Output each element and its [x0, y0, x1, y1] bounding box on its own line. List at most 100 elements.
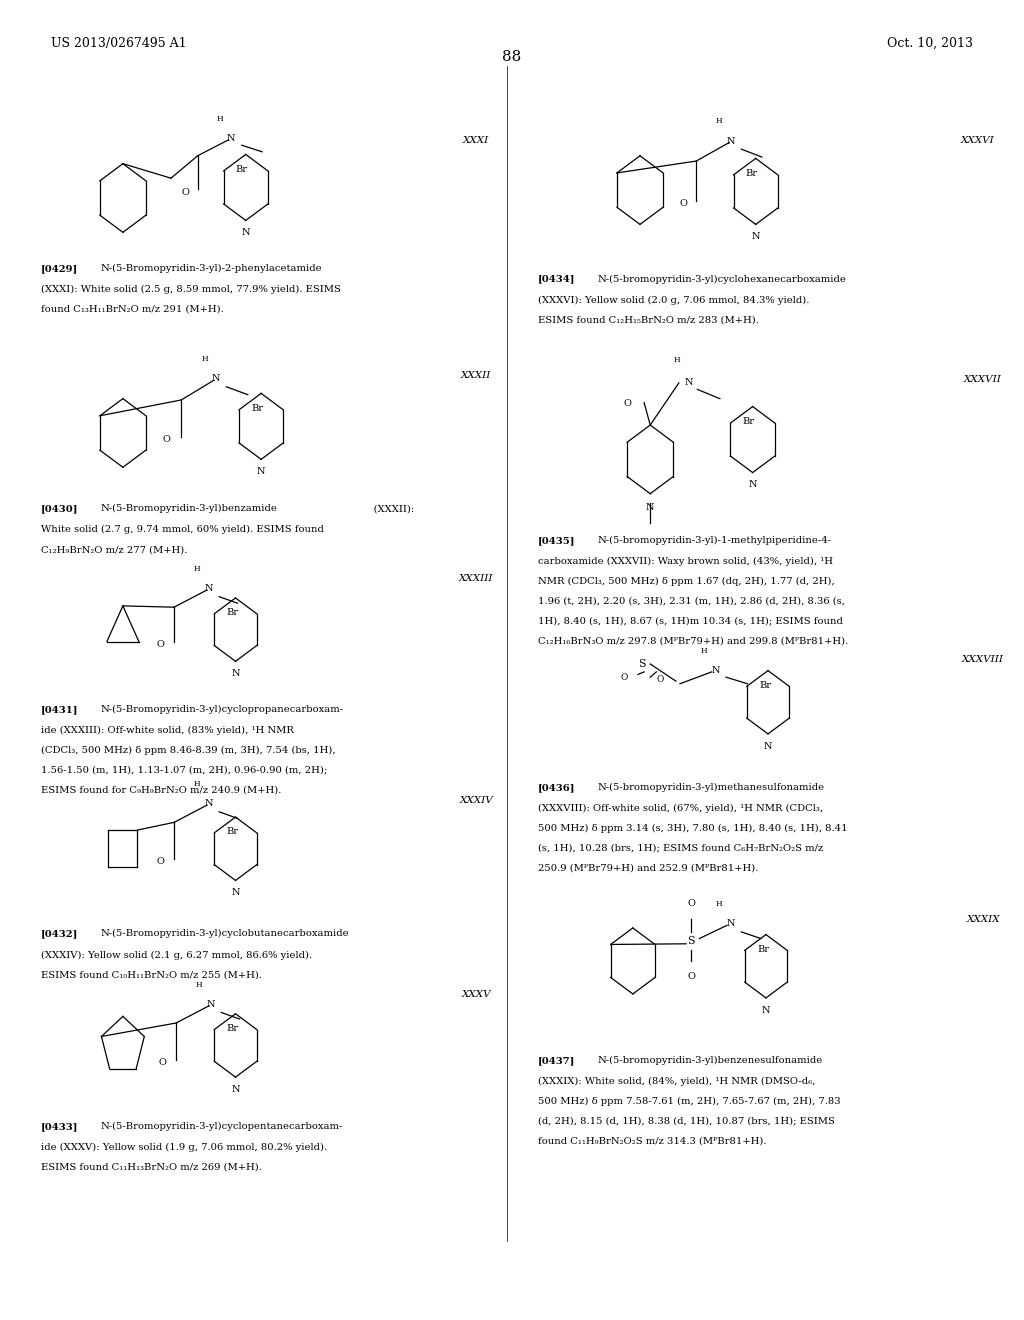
Text: N-(5-bromopyridin-3-yl)benzenesulfonamide: N-(5-bromopyridin-3-yl)benzenesulfonamid… [597, 1056, 822, 1065]
Text: [0433]: [0433] [41, 1122, 79, 1131]
Text: ESIMS found C₁₁H₁₃BrN₂O m/z 269 (M+H).: ESIMS found C₁₁H₁₃BrN₂O m/z 269 (M+H). [41, 1163, 262, 1172]
Text: Br: Br [757, 945, 769, 953]
Text: Br: Br [226, 609, 239, 616]
Text: H: H [217, 115, 223, 123]
Text: XXXIX: XXXIX [967, 915, 999, 924]
Text: carboxamide (XXXVII): Waxy brown solid, (43%, yield), ¹H: carboxamide (XXXVII): Waxy brown solid, … [538, 557, 833, 566]
Text: found C₁₃H₁₁BrN₂O m/z 291 (M+H).: found C₁₃H₁₁BrN₂O m/z 291 (M+H). [41, 305, 223, 314]
Text: (XXXVI): Yellow solid (2.0 g, 7.06 mmol, 84.3% yield).: (XXXVI): Yellow solid (2.0 g, 7.06 mmol,… [538, 296, 809, 305]
Text: N: N [257, 467, 265, 477]
Text: (XXXIV): Yellow solid (2.1 g, 6.27 mmol, 86.6% yield).: (XXXIV): Yellow solid (2.1 g, 6.27 mmol,… [41, 950, 312, 960]
Text: N-(5-bromopyridin-3-yl)methanesulfonamide: N-(5-bromopyridin-3-yl)methanesulfonamid… [597, 783, 824, 792]
Text: H: H [196, 981, 202, 989]
Text: Oct. 10, 2013: Oct. 10, 2013 [887, 37, 973, 50]
Text: (d, 2H), 8.15 (d, 1H), 8.38 (d, 1H), 10.87 (brs, 1H); ESIMS: (d, 2H), 8.15 (d, 1H), 8.38 (d, 1H), 10.… [538, 1117, 835, 1126]
Text: XXXVI: XXXVI [962, 136, 994, 145]
Text: Br: Br [759, 681, 771, 689]
Text: H: H [674, 356, 680, 364]
Text: Br: Br [226, 828, 239, 836]
Text: O: O [163, 436, 171, 444]
Text: XXXIV: XXXIV [460, 796, 493, 805]
Text: (XXXIX): White solid, (84%, yield), ¹H NMR (DMSO-d₆,: (XXXIX): White solid, (84%, yield), ¹H N… [538, 1077, 815, 1086]
Text: [0429]: [0429] [41, 264, 78, 273]
Text: O: O [181, 189, 189, 197]
Text: [0431]: [0431] [41, 705, 79, 714]
Text: [0437]: [0437] [538, 1056, 574, 1065]
Text: N: N [231, 1085, 240, 1094]
Text: 250.9 (MᴾBr79+H) and 252.9 (MᴾBr81+H).: 250.9 (MᴾBr79+H) and 252.9 (MᴾBr81+H). [538, 863, 758, 873]
Text: O: O [159, 1059, 167, 1067]
Text: H: H [716, 900, 722, 908]
Text: [0436]: [0436] [538, 783, 575, 792]
Text: US 2013/0267495 A1: US 2013/0267495 A1 [51, 37, 186, 50]
Text: XXXV: XXXV [462, 990, 490, 999]
Text: N: N [762, 1006, 770, 1015]
Text: N: N [764, 742, 772, 751]
Text: N: N [212, 375, 220, 383]
Text: XXXII: XXXII [461, 371, 492, 380]
Text: (s, 1H), 10.28 (brs, 1H); ESIMS found C₆H₇BrN₂O₂S m/z: (s, 1H), 10.28 (brs, 1H); ESIMS found C₆… [538, 843, 823, 853]
Text: N-(5-Bromopyridin-3-yl)cyclobutanecarboxamide: N-(5-Bromopyridin-3-yl)cyclobutanecarbox… [100, 929, 349, 939]
Text: N-(5-bromopyridin-3-yl)cyclohexanecarboxamide: N-(5-bromopyridin-3-yl)cyclohexanecarbox… [597, 275, 846, 284]
Text: (CDCl₃, 500 MHz) δ ppm 8.46-8.39 (m, 3H), 7.54 (bs, 1H),: (CDCl₃, 500 MHz) δ ppm 8.46-8.39 (m, 3H)… [41, 746, 336, 755]
Text: O: O [687, 972, 695, 981]
Text: [0430]: [0430] [41, 504, 79, 513]
Text: N: N [752, 232, 760, 242]
Text: N-(5-Bromopyridin-3-yl)cyclopropanecarboxam-: N-(5-Bromopyridin-3-yl)cyclopropanecarbo… [100, 705, 343, 714]
Text: N: N [205, 800, 213, 808]
Text: O: O [687, 899, 695, 908]
Text: N: N [205, 585, 213, 593]
Text: found C₁₁H₉BrN₂O₂S m/z 314.3 (MᴾBr81+H).: found C₁₁H₉BrN₂O₂S m/z 314.3 (MᴾBr81+H). [538, 1137, 766, 1146]
Text: Br: Br [742, 417, 755, 426]
Text: XXXI: XXXI [463, 136, 489, 145]
Text: Br: Br [226, 1024, 239, 1032]
Text: [0435]: [0435] [538, 536, 575, 545]
Text: N: N [231, 669, 240, 678]
Text: 500 MHz) δ ppm 3.14 (s, 3H), 7.80 (s, 1H), 8.40 (s, 1H), 8.41: 500 MHz) δ ppm 3.14 (s, 3H), 7.80 (s, 1H… [538, 824, 847, 833]
Text: 1H), 8.40 (s, 1H), 8.67 (s, 1H)m 10.34 (s, 1H); ESIMS found: 1H), 8.40 (s, 1H), 8.67 (s, 1H)m 10.34 (… [538, 616, 843, 626]
Text: N-(5-bromopyridin-3-yl)-1-methylpiperidine-4-: N-(5-bromopyridin-3-yl)-1-methylpiperidi… [597, 536, 831, 545]
Text: H: H [202, 355, 208, 363]
Text: ESIMS found for C₉H₉BrN₂O m/z 240.9 (M+H).: ESIMS found for C₉H₉BrN₂O m/z 240.9 (M+H… [41, 785, 282, 795]
Text: O: O [624, 399, 632, 408]
Text: NMR (CDCl₃, 500 MHz) δ ppm 1.67 (dq, 2H), 1.77 (d, 2H),: NMR (CDCl₃, 500 MHz) δ ppm 1.67 (dq, 2H)… [538, 577, 835, 586]
Text: [0432]: [0432] [41, 929, 78, 939]
Text: N: N [646, 503, 654, 512]
Text: N: N [727, 137, 735, 145]
Text: ide (XXXIII): Off-white solid, (83% yield), ¹H NMR: ide (XXXIII): Off-white solid, (83% yiel… [41, 726, 294, 735]
Text: ESIMS found C₁₂H₁₅BrN₂O m/z 283 (M+H).: ESIMS found C₁₂H₁₅BrN₂O m/z 283 (M+H). [538, 315, 759, 325]
Text: Br: Br [236, 165, 248, 174]
Text: ESIMS found C₁₀H₁₁BrN₂O m/z 255 (M+H).: ESIMS found C₁₀H₁₁BrN₂O m/z 255 (M+H). [41, 970, 262, 979]
Text: H: H [194, 780, 200, 788]
Text: S: S [687, 936, 695, 946]
Text: 1.56-1.50 (m, 1H), 1.13-1.07 (m, 2H), 0.96-0.90 (m, 2H);: 1.56-1.50 (m, 1H), 1.13-1.07 (m, 2H), 0.… [41, 766, 328, 775]
Text: O: O [621, 673, 628, 681]
Text: N: N [242, 228, 250, 238]
Text: N-(5-Bromopyridin-3-yl)benzamide: N-(5-Bromopyridin-3-yl)benzamide [100, 504, 278, 513]
Text: XXXVIII: XXXVIII [962, 655, 1005, 664]
Text: XXXVII: XXXVII [965, 375, 1001, 384]
Text: N: N [727, 920, 735, 928]
Text: N: N [231, 888, 240, 898]
Text: H: H [194, 565, 200, 573]
Text: H: H [700, 647, 707, 655]
Text: ide (XXXV): Yellow solid (1.9 g, 7.06 mmol, 80.2% yield).: ide (XXXV): Yellow solid (1.9 g, 7.06 mm… [41, 1143, 327, 1152]
Text: XXXIII: XXXIII [459, 574, 494, 583]
Text: Br: Br [745, 169, 758, 178]
Text: 1.96 (t, 2H), 2.20 (s, 3H), 2.31 (m, 1H), 2.86 (d, 2H), 8.36 (s,: 1.96 (t, 2H), 2.20 (s, 3H), 2.31 (m, 1H)… [538, 597, 845, 606]
Text: H: H [716, 117, 722, 125]
Text: N: N [226, 135, 234, 143]
Text: N-(5-Bromopyridin-3-yl)cyclopentanecarboxam-: N-(5-Bromopyridin-3-yl)cyclopentanecarbo… [100, 1122, 343, 1131]
Text: O: O [679, 199, 687, 207]
Text: (XXXII):: (XXXII): [358, 504, 415, 513]
Text: N: N [685, 379, 693, 387]
Text: Br: Br [251, 404, 263, 413]
Text: N: N [749, 480, 757, 490]
Text: N: N [207, 1001, 215, 1008]
Text: N-(5-Bromopyridin-3-yl)-2-phenylacetamide: N-(5-Bromopyridin-3-yl)-2-phenylacetamid… [100, 264, 322, 273]
Text: O: O [157, 640, 165, 648]
Text: O: O [157, 858, 165, 866]
Text: (XXXI): White solid (2.5 g, 8.59 mmol, 77.9% yield). ESIMS: (XXXI): White solid (2.5 g, 8.59 mmol, 7… [41, 285, 341, 294]
Text: White solid (2.7 g, 9.74 mmol, 60% yield). ESIMS found: White solid (2.7 g, 9.74 mmol, 60% yield… [41, 525, 324, 535]
Text: [0434]: [0434] [538, 275, 575, 284]
